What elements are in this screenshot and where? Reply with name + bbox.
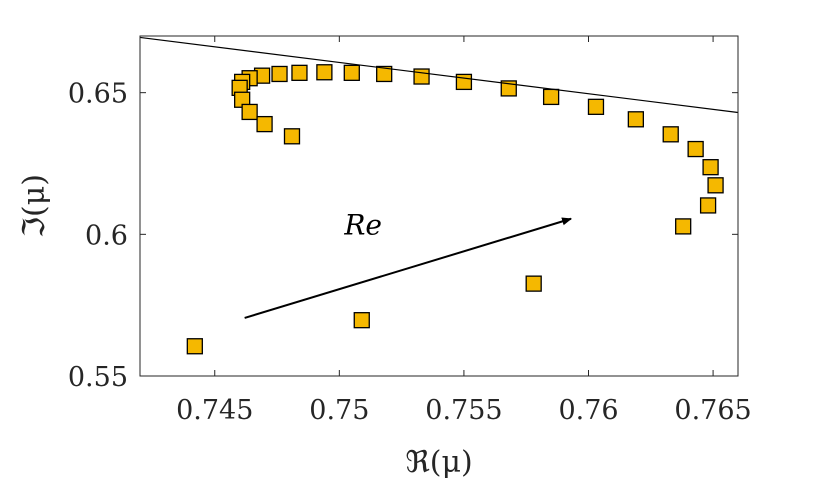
x-tick-label: 0.745 xyxy=(176,395,253,426)
data-point xyxy=(241,103,258,121)
data-point xyxy=(455,73,473,91)
y-tick-label: 0.65 xyxy=(68,79,128,110)
data-point xyxy=(256,115,273,133)
data-point xyxy=(525,275,542,292)
x-tick-label: 0.76 xyxy=(558,395,618,426)
x-tick-label: 0.765 xyxy=(674,395,751,426)
x-tick-label: 0.755 xyxy=(425,395,502,426)
data-point xyxy=(283,128,301,145)
data-point xyxy=(413,68,430,85)
y-tick-label: 0.55 xyxy=(68,362,128,393)
data-point xyxy=(675,218,692,235)
data-point xyxy=(687,140,704,158)
data-point xyxy=(587,98,605,115)
x-tick-label: 0.75 xyxy=(309,395,369,426)
y-axis-label: ℑ(μ) xyxy=(17,174,52,238)
data-point xyxy=(291,64,308,81)
reference-line xyxy=(139,36,739,114)
plot-frame xyxy=(139,35,739,377)
re-arrow xyxy=(244,217,573,319)
data-point xyxy=(271,65,288,83)
data-point xyxy=(699,197,717,214)
data-point xyxy=(542,88,560,106)
data-point xyxy=(707,177,724,194)
re-annotation: Re xyxy=(343,208,382,241)
x-axis-label: ℜ(μ) xyxy=(405,445,472,480)
data-point xyxy=(186,338,203,355)
data-point xyxy=(662,126,679,143)
data-point xyxy=(627,111,644,128)
data-point xyxy=(353,312,370,329)
y-tick-label: 0.6 xyxy=(85,220,128,251)
data-point xyxy=(702,159,719,176)
plot-background xyxy=(140,36,738,376)
data-point xyxy=(376,65,393,83)
data-point xyxy=(343,64,360,81)
data-point xyxy=(316,64,333,81)
